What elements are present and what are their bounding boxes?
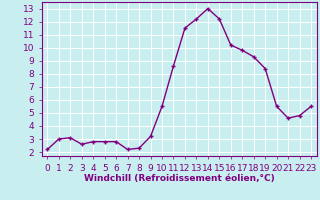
X-axis label: Windchill (Refroidissement éolien,°C): Windchill (Refroidissement éolien,°C)	[84, 174, 275, 183]
